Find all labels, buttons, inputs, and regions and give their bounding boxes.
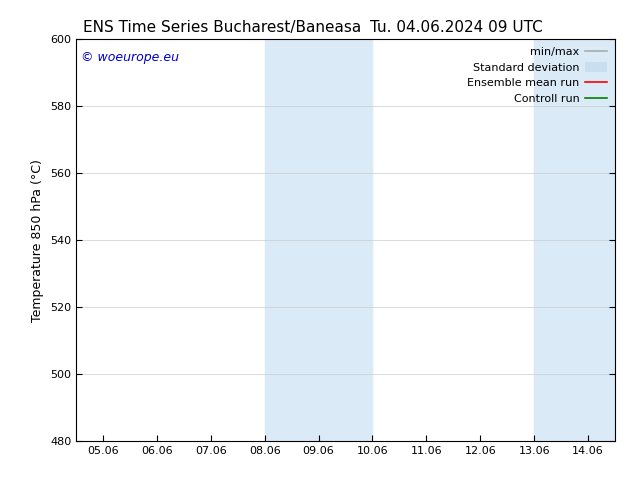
Y-axis label: Temperature 850 hPa (°C): Temperature 850 hPa (°C) xyxy=(32,159,44,321)
Bar xyxy=(534,39,615,441)
Legend: min/max, Standard deviation, Ensemble mean run, Controll run: min/max, Standard deviation, Ensemble me… xyxy=(463,43,612,108)
Bar xyxy=(265,39,373,441)
Text: ENS Time Series Bucharest/Baneasa: ENS Time Series Bucharest/Baneasa xyxy=(83,20,361,35)
Text: © woeurope.eu: © woeurope.eu xyxy=(81,51,179,64)
Text: Tu. 04.06.2024 09 UTC: Tu. 04.06.2024 09 UTC xyxy=(370,20,543,35)
